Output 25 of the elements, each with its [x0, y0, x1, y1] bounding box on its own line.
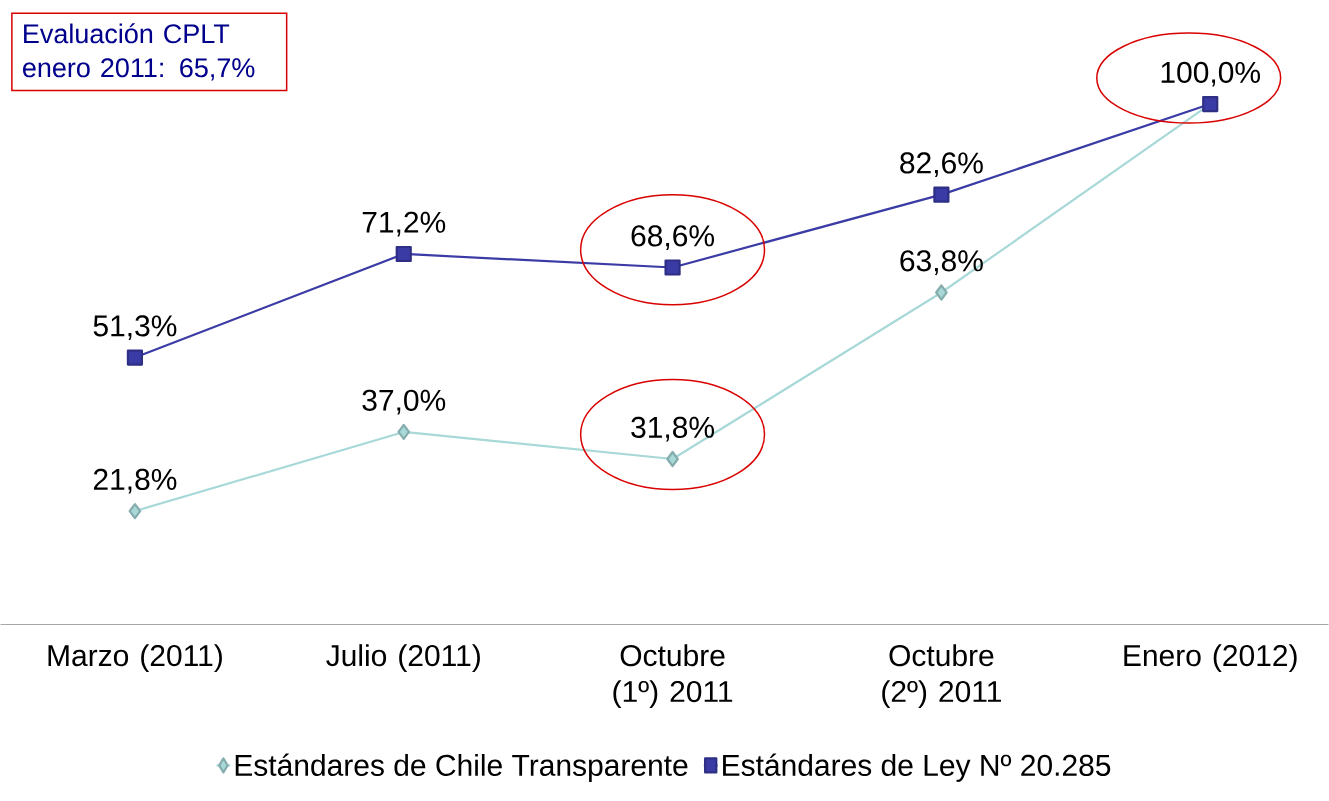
point [935, 284, 948, 301]
data-label: 21,8% [93, 468, 177, 494]
data-label: 71,2% [362, 211, 446, 237]
x-tick-label: Enero (2012) [1124, 643, 1297, 672]
data-label: 100,0% [1161, 61, 1260, 87]
point [395, 245, 412, 262]
legend-label: Estándares de Chile Transparente [235, 753, 688, 782]
x-tick-label: Julio (2011) [326, 643, 480, 672]
data-label: 51,3% [93, 315, 177, 340]
point [664, 259, 681, 276]
data-label: 68,6% [631, 225, 714, 250]
point [397, 423, 411, 440]
text: Evaluación CPLT enero 2011: 65,7% [23, 23, 255, 81]
point [128, 502, 142, 519]
point [666, 450, 679, 467]
point [933, 186, 950, 203]
point [126, 349, 144, 366]
data-label: 31,8% [631, 416, 714, 442]
x-tick-label: Octubre (2º) 2011 [882, 643, 1001, 708]
data-label: 82,6% [900, 152, 983, 177]
data-label: 37,0% [362, 389, 446, 415]
x-tick-label: Octubre (1º) 2011 [613, 643, 733, 708]
data-label: 63,8% [900, 250, 983, 275]
x-tick-label: Marzo (2011) [48, 643, 222, 672]
legend-label: Estándares de Ley Nº 20.285 [723, 753, 1111, 782]
